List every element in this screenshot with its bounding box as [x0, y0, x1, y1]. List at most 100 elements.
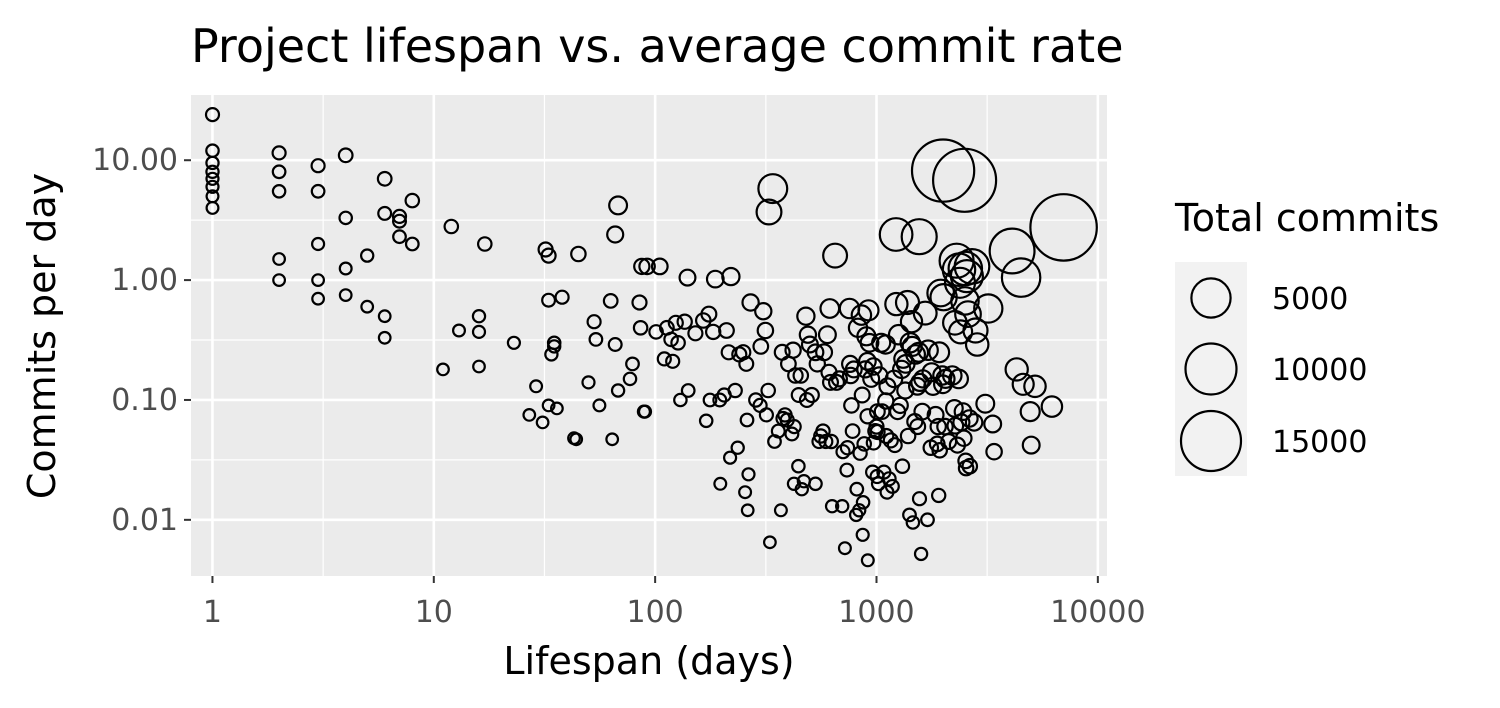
- data-point: [835, 444, 851, 460]
- data-point: [392, 229, 407, 245]
- data-point: [337, 147, 354, 164]
- data-point: [815, 343, 834, 362]
- data-point: [806, 343, 825, 362]
- legend-title: Total commits: [1174, 196, 1439, 240]
- data-point: [830, 370, 849, 388]
- data-point: [541, 292, 557, 308]
- data-point: [975, 393, 996, 414]
- data-point: [205, 164, 220, 179]
- data-point: [738, 355, 755, 372]
- data-point: [529, 379, 544, 394]
- data-point: [864, 357, 883, 376]
- data-point: [855, 527, 870, 542]
- data-point: [817, 325, 837, 345]
- data-point: [592, 398, 607, 413]
- data-point: [850, 304, 873, 326]
- data-point: [882, 432, 899, 449]
- x-tick-label: 100: [627, 595, 684, 630]
- data-point: [338, 210, 353, 226]
- data-point: [860, 553, 875, 568]
- data-point: [859, 408, 876, 425]
- data-point: [271, 164, 287, 180]
- legend-key-label: 10000: [1272, 353, 1367, 388]
- data-point: [818, 433, 834, 450]
- data-point: [739, 412, 755, 428]
- data-point: [1029, 193, 1098, 262]
- data-point: [625, 356, 640, 372]
- data-point: [633, 257, 651, 276]
- data-point: [852, 445, 868, 461]
- data-point: [638, 257, 656, 276]
- data-point: [311, 291, 326, 306]
- data-point: [931, 147, 998, 213]
- data-point: [588, 332, 604, 347]
- data-point: [311, 273, 326, 288]
- data-point: [392, 213, 408, 229]
- data-point: [878, 217, 914, 252]
- data-point: [960, 409, 979, 428]
- data-point: [443, 218, 460, 235]
- data-point: [1011, 372, 1035, 396]
- data-point: [554, 289, 570, 305]
- data-point: [338, 261, 353, 276]
- data-point: [606, 225, 625, 244]
- data-point: [391, 208, 408, 224]
- data-point: [377, 309, 392, 324]
- data-point: [377, 205, 393, 221]
- data-point: [899, 310, 924, 334]
- data-point: [610, 383, 626, 398]
- data-point: [823, 433, 840, 450]
- data-point: [541, 398, 556, 413]
- data-point: [550, 401, 564, 416]
- data-point: [928, 341, 951, 364]
- data-point: [985, 442, 1003, 461]
- data-point: [272, 252, 287, 266]
- data-point: [839, 440, 856, 456]
- data-point: [757, 173, 789, 205]
- data-point: [869, 403, 886, 421]
- data-point: [702, 392, 718, 408]
- data-point: [791, 458, 806, 474]
- data-point: [853, 386, 871, 404]
- data-point: [852, 503, 867, 518]
- data-point: [862, 369, 881, 388]
- data-point: [869, 423, 886, 441]
- data-point: [859, 332, 880, 353]
- data-point: [637, 404, 653, 419]
- data-point: [961, 457, 979, 475]
- y-tick-label: 0.01: [111, 503, 178, 538]
- data-point: [650, 257, 669, 276]
- data-point: [822, 242, 849, 269]
- data-point: [1019, 401, 1041, 423]
- data-point: [758, 407, 775, 423]
- data-point: [741, 293, 760, 312]
- data-point: [792, 367, 810, 384]
- data-point: [973, 293, 1004, 324]
- data-point: [631, 294, 648, 311]
- data-point: [784, 426, 800, 442]
- data-point: [913, 546, 929, 562]
- data-point: [798, 392, 815, 409]
- data-point: [953, 247, 991, 285]
- data-point: [673, 392, 688, 408]
- legend-key-circle: [1184, 342, 1238, 396]
- data-point: [730, 440, 745, 455]
- data-point: [310, 183, 326, 199]
- data-point: [988, 227, 1036, 275]
- data-point: [929, 417, 947, 436]
- legend-key-circle: [1179, 409, 1243, 473]
- data-point: [310, 158, 326, 174]
- data-point: [849, 481, 865, 497]
- data-point: [858, 351, 877, 371]
- data-point: [740, 503, 755, 518]
- data-point: [803, 386, 820, 404]
- data-point: [570, 245, 587, 263]
- data-point: [896, 381, 915, 400]
- x-tick-label: 1000: [838, 595, 914, 630]
- data-point: [798, 325, 818, 344]
- data-point: [540, 247, 557, 264]
- data-point: [964, 332, 990, 357]
- data-point: [931, 441, 948, 459]
- data-point: [886, 437, 903, 454]
- data-point: [902, 507, 917, 523]
